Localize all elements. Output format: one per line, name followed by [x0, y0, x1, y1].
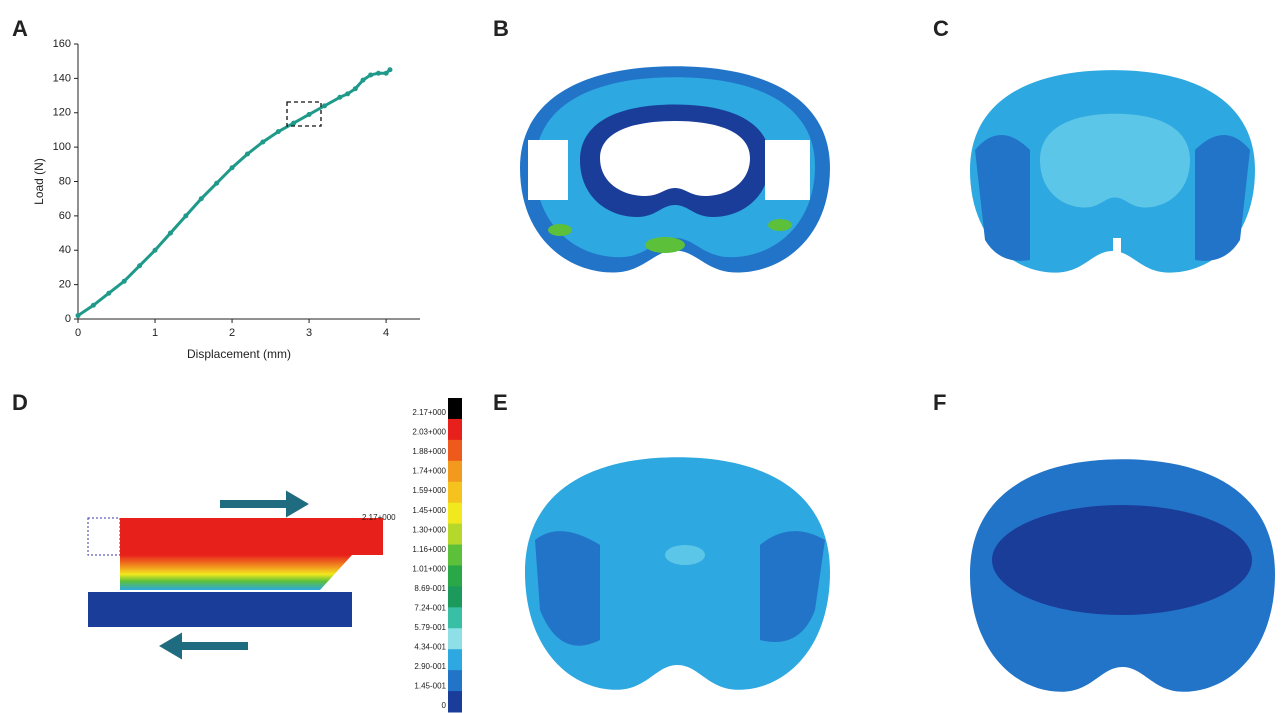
colorbar-label: 1.01+000: [412, 564, 446, 573]
data-point: [153, 248, 158, 253]
model-d: 2.17+000: [88, 494, 396, 656]
colorbar-segment: [448, 503, 462, 524]
data-point: [361, 78, 366, 83]
colorbar-segment: [448, 419, 462, 440]
panel-label: E: [493, 390, 508, 415]
data-point: [384, 71, 389, 76]
data-point: [230, 165, 235, 170]
data-point: [183, 213, 188, 218]
data-point: [387, 67, 392, 72]
y-tick-label: 0: [65, 313, 71, 325]
colorbar-segment: [448, 398, 462, 419]
colorbar-label: 5.79-001: [414, 623, 446, 632]
colorbar-label: 0: [442, 701, 447, 710]
colorbar-label: 2.03+000: [412, 428, 446, 437]
data-point: [276, 129, 281, 134]
colorbar-segment: [448, 461, 462, 482]
data-point: [376, 71, 381, 76]
colorbar-segment: [448, 691, 462, 712]
data-point: [260, 139, 265, 144]
data-point: [76, 313, 81, 318]
x-tick-label: 3: [306, 327, 312, 339]
y-tick-label: 40: [59, 244, 71, 256]
colorbar-segment: [448, 565, 462, 586]
colorbar-label: 4.34-001: [414, 643, 446, 652]
model-label: 2.17+000: [362, 513, 396, 522]
data-point: [106, 291, 111, 296]
model-e: [525, 457, 830, 690]
y-tick-label: 20: [59, 279, 71, 291]
colorbar-label: 1.59+000: [412, 486, 446, 495]
y-tick-label: 140: [53, 72, 71, 84]
data-point: [199, 196, 204, 201]
x-tick-label: 1: [152, 327, 158, 339]
colorbar-label: 1.88+000: [412, 447, 446, 456]
panel-label: A: [12, 16, 28, 41]
model-b: [520, 66, 830, 272]
data-point: [214, 181, 219, 186]
data-point: [353, 86, 358, 91]
model-f: [970, 459, 1275, 692]
colorbar-segment: [448, 440, 462, 461]
colorbar-label: 7.24-001: [414, 603, 446, 612]
data-point: [137, 263, 142, 268]
panel-label: F: [933, 390, 946, 415]
data-point: [291, 121, 296, 126]
colorbar-segment: [448, 649, 462, 670]
colorbar-label: 1.74+000: [412, 467, 446, 476]
colorbar-label: 1.45-001: [414, 682, 446, 691]
model-c: [970, 70, 1255, 273]
colorbar-segment: [448, 670, 462, 691]
data-point: [245, 152, 250, 157]
colorbar-segment: [448, 607, 462, 628]
colorbar-segment: [448, 586, 462, 607]
data-point: [168, 231, 173, 236]
y-tick-label: 160: [53, 38, 71, 50]
colorbar-label: 1.30+000: [412, 525, 446, 534]
y-axis-title: Load (N): [32, 158, 46, 205]
colorbar-segment: [448, 628, 462, 649]
panel-label: C: [933, 16, 949, 41]
colorbar-label: 8.69-001: [414, 584, 446, 593]
colorbar-label: 1.16+000: [412, 545, 446, 554]
colorbar-segment: [448, 524, 462, 545]
colorbar-segment: [448, 545, 462, 566]
figure: A B C D E F 2: [0, 0, 1281, 713]
series-line: [78, 70, 390, 316]
y-tick-label: 120: [53, 107, 71, 119]
data-point: [91, 303, 96, 308]
colorbar-label: 2.17+000: [412, 408, 446, 417]
panel-label: B: [493, 16, 509, 41]
y-tick-label: 100: [53, 141, 71, 153]
data-point: [368, 72, 373, 77]
panel-label: D: [12, 390, 28, 415]
colorbar-label: 1.45+000: [412, 506, 446, 515]
data-point: [307, 112, 312, 117]
x-axis-title: Displacement (mm): [187, 347, 291, 361]
x-tick-label: 2: [229, 327, 235, 339]
y-tick-label: 60: [59, 210, 71, 222]
data-point: [337, 95, 342, 100]
colorbar-segment: [448, 482, 462, 503]
x-tick-label: 0: [75, 327, 81, 339]
data-point: [345, 91, 350, 96]
colorbar-label: 2.90-001: [414, 662, 446, 671]
data-point: [122, 279, 127, 284]
data-point: [322, 103, 327, 108]
y-tick-label: 80: [59, 175, 71, 187]
x-tick-label: 4: [383, 327, 389, 339]
